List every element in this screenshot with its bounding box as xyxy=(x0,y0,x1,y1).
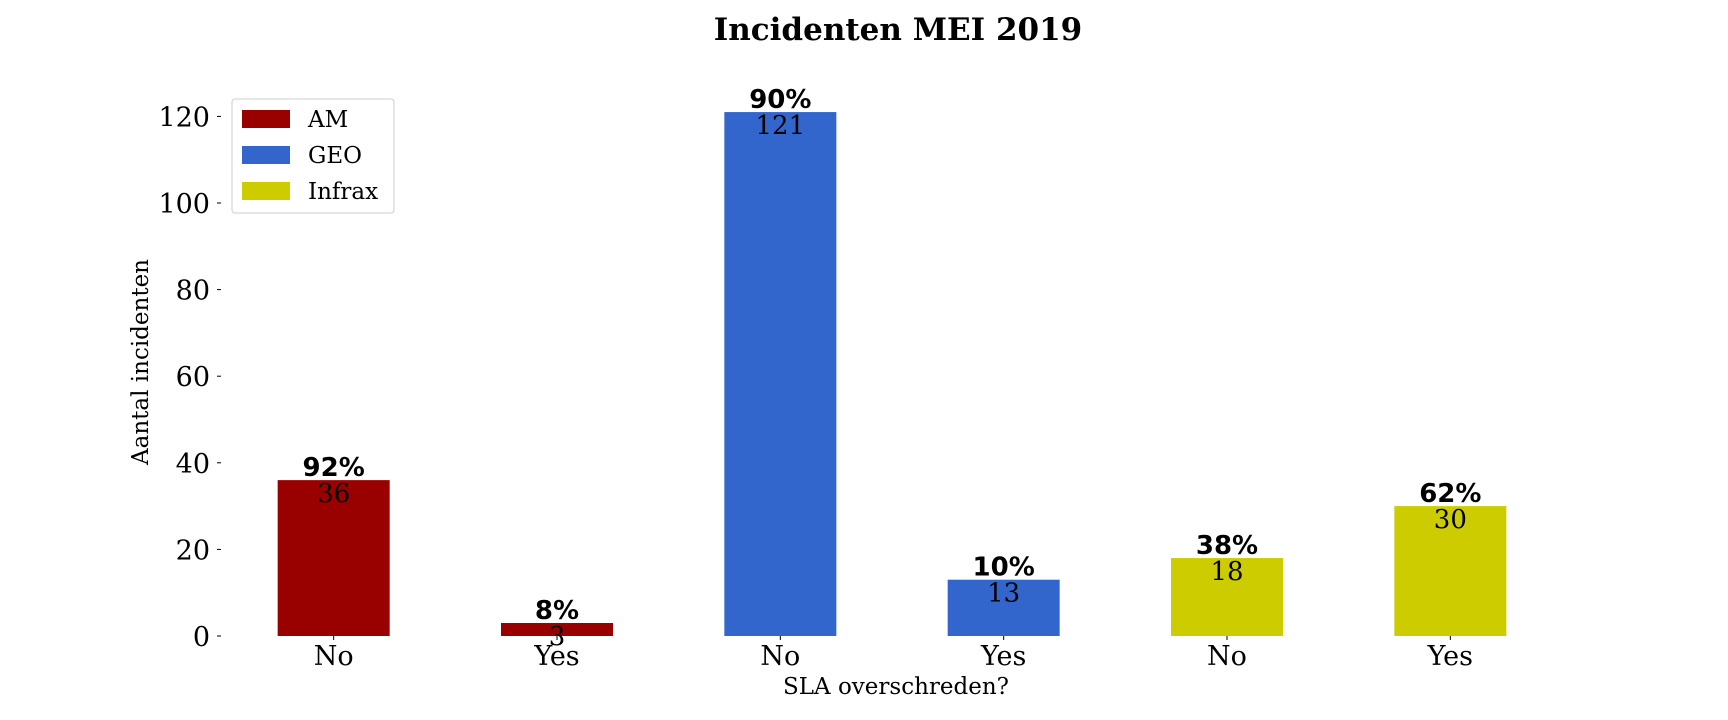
legend-swatch-am xyxy=(242,110,290,128)
plot-area: 0 20 40 60 80 100 120 No 92%36 Yes 8%3 No 90%121 Yes 1… xyxy=(158,85,1507,672)
bar-value-label: 3 xyxy=(549,622,566,652)
x-tick-label: No xyxy=(314,641,354,672)
bar-percent-label: 92% xyxy=(303,453,365,483)
y-tick-label: 20 xyxy=(176,535,210,566)
bar-value-label: 121 xyxy=(756,111,806,141)
bar-infrax-yes xyxy=(1394,506,1507,636)
x-tick-label: Yes xyxy=(533,641,579,672)
y-tick-label: 120 xyxy=(158,102,210,133)
x-tick-label: No xyxy=(760,641,800,672)
bar-percent-label: 38% xyxy=(1196,531,1258,561)
y-tick-label: 100 xyxy=(158,189,210,220)
x-tick-label: Yes xyxy=(980,641,1026,672)
y-tick-label: 40 xyxy=(176,449,210,480)
legend-swatch-geo xyxy=(242,146,290,164)
bar-value-label: 30 xyxy=(1434,505,1467,535)
x-tick-label: No xyxy=(1207,641,1247,672)
bar-infrax-no xyxy=(1171,558,1283,636)
legend-swatch-infrax xyxy=(242,182,290,200)
x-axis-label: SLA overschreden? xyxy=(783,674,1009,700)
legend-label-am: AM xyxy=(307,107,348,133)
bar-value-label: 18 xyxy=(1210,557,1243,587)
bar-percent-label: 62% xyxy=(1419,479,1481,509)
bar-geo-no xyxy=(724,112,837,636)
bar-geo-yes xyxy=(947,579,1060,636)
bar-am-no xyxy=(277,480,390,636)
bar-value-label: 36 xyxy=(317,479,350,509)
bar-percent-label: 8% xyxy=(535,596,579,626)
y-axis-label: Aantal incidenten xyxy=(128,259,154,466)
y-tick-label: 80 xyxy=(176,276,210,307)
legend: AM GEO Infrax xyxy=(231,98,395,214)
bar-value-label: 13 xyxy=(987,579,1020,609)
bar-percent-label: 10% xyxy=(973,553,1035,583)
legend-label-infrax: Infrax xyxy=(308,179,378,205)
x-tick-label: Yes xyxy=(1427,641,1473,672)
y-tick-label: 60 xyxy=(176,362,210,393)
bar-percent-label: 90% xyxy=(749,85,811,115)
legend-label-geo: GEO xyxy=(308,143,362,169)
chart-title: Incidenten MEI 2019 xyxy=(714,12,1083,48)
bar-am-yes xyxy=(501,623,613,636)
y-tick-label: 0 xyxy=(193,622,210,653)
